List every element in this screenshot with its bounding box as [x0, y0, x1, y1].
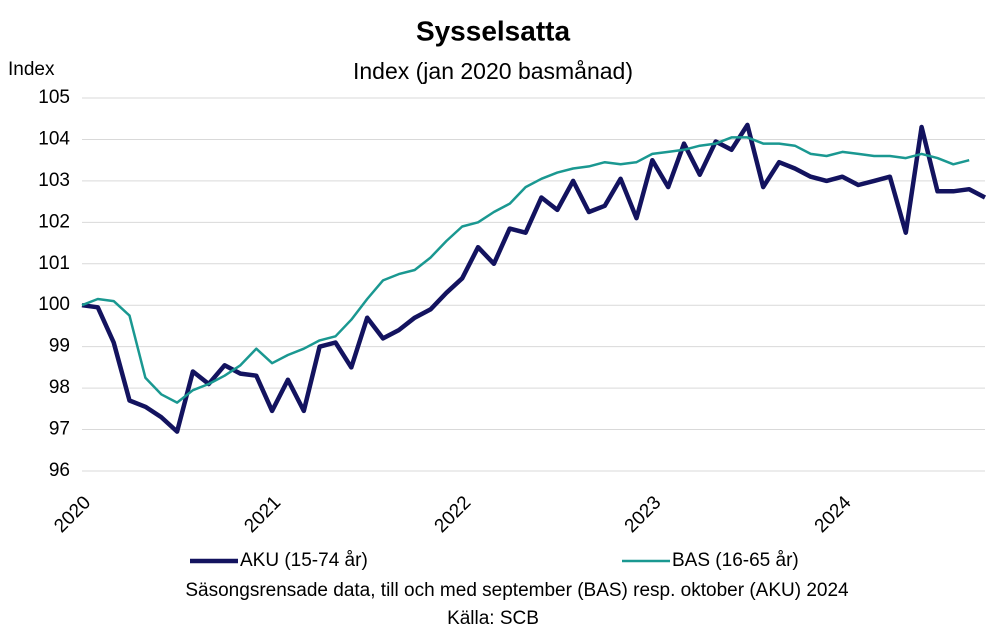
chart-subtitle: Index (jan 2020 basmånad) [353, 58, 633, 84]
legend-label: BAS (16-65 år) [672, 550, 799, 571]
y-tick-label: 102 [38, 211, 70, 232]
x-tick-label: 2022 [431, 492, 476, 537]
y-tick-label: 104 [38, 128, 70, 149]
y-tick-label: 103 [38, 170, 70, 191]
source: Källa: SCB [447, 608, 539, 629]
y-tick-label: 99 [49, 336, 70, 357]
x-tick-label: 2021 [240, 492, 285, 537]
y-tick-label: 96 [49, 460, 70, 481]
y-axis-label: Index [8, 59, 55, 80]
y-tick-label: 97 [49, 419, 70, 440]
series-line [81, 136, 970, 404]
note: Säsongsrensade data, till och med septem… [185, 580, 849, 601]
y-tick-label: 101 [38, 253, 70, 274]
x-tick-label: 2024 [811, 492, 856, 537]
x-tick-label: 2020 [50, 492, 95, 537]
chart-title: Sysselsatta [416, 15, 571, 46]
y-tick-label: 105 [38, 87, 70, 108]
series-line [81, 122, 987, 434]
y-tick-label: 100 [38, 294, 70, 315]
x-tick-label: 2023 [621, 492, 666, 537]
legend-label: AKU (15-74 år) [240, 550, 368, 571]
y-tick-label: 98 [49, 377, 70, 398]
